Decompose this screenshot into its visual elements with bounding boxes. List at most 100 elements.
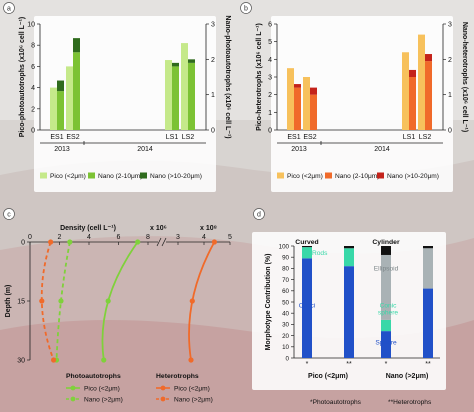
inline-label-conic: Conic: [380, 303, 398, 310]
morphotype-segment: [423, 288, 433, 358]
y-tick-label: 90: [282, 255, 289, 262]
y2-axis-label: Nano-photoautotrophs (x10⁶ cell L⁻¹): [224, 15, 231, 138]
year-label: 2013: [54, 146, 70, 153]
right-tick-label: 1: [448, 92, 452, 99]
left-tick-label: 1: [268, 110, 272, 117]
panel-d-label-circle: [253, 208, 265, 220]
legend-label: Pico (<2μm): [84, 386, 120, 393]
legend-swatch: [40, 172, 47, 179]
depth-axis-label: Depth (m): [5, 285, 12, 318]
left-tick-label: 5: [268, 39, 272, 46]
depth-tick-label: 15: [17, 299, 25, 306]
morphotype-segment: [381, 246, 391, 255]
nano-bar-segment: [73, 38, 80, 53]
y-axis-label: Pico-heterotrophs (x10⁶ cell L⁻¹): [256, 23, 263, 131]
bar-marker: *: [385, 361, 388, 368]
depth-tick-label: 30: [17, 358, 25, 365]
nano-bar-segment: [172, 66, 179, 130]
nano-bar-segment: [409, 77, 416, 130]
morphotype-segment: [302, 247, 312, 259]
axis-break: [156, 237, 162, 247]
y2-axis-label: Nano-heterotrophs (x10⁶ cell L⁻¹): [461, 22, 468, 132]
nano-bar-segment: [310, 87, 317, 95]
legend-label: Nano (>2μm): [84, 397, 123, 404]
nano-bar-segment: [425, 61, 432, 130]
left-tick-label: 6: [31, 64, 35, 71]
top-tick-label: 4: [87, 234, 91, 241]
panel-d-morphotype-stacked-bars: d 0 10 20 30 40 50 60 70 80 90 100 Morphotype Contri…: [252, 208, 446, 406]
pico-bar: [181, 43, 188, 130]
panel-a-label: a: [7, 6, 11, 13]
legend-label: Nano (2-10μm): [335, 173, 379, 180]
morphotype-segment: [381, 254, 391, 320]
category-label: ES2: [66, 134, 79, 141]
right-tick-label: 0: [211, 128, 215, 135]
top-tick-label: 2: [58, 234, 62, 241]
category-label: ES2: [303, 134, 316, 141]
legend-label: Nano (2-10μm): [98, 173, 142, 180]
panel-b-label: b: [244, 6, 248, 13]
x-axis-label: Density (cell L⁻¹): [60, 225, 116, 232]
panel-a-label-circle: [3, 2, 15, 14]
left-tick-label: 8: [31, 43, 35, 50]
pico-bar: [165, 60, 172, 130]
year-label: 2013: [291, 146, 307, 153]
legend-point: [160, 396, 166, 402]
left-tick-label: 10: [27, 22, 35, 29]
nano-bar-segment: [57, 91, 64, 130]
morphotype-segment: [344, 248, 354, 267]
left-tick-label: 0: [268, 128, 272, 135]
y-tick-label: 10: [282, 344, 289, 351]
year-label: 2014: [374, 146, 390, 153]
panel-c-label-circle: [3, 208, 15, 220]
legend-swatch: [277, 172, 284, 179]
axis-break: [161, 237, 167, 247]
inline-label-cocci: Cocci: [299, 303, 316, 310]
profile-point: [67, 239, 73, 245]
morphotype-segment: [344, 246, 354, 249]
legend-label: Pico (<2μm): [287, 173, 323, 180]
panel-b-plot: b 0 1 2 3 4 5 6 0 1 2 3 Pico-heterotrophs (x10⁶ cell…: [240, 2, 468, 180]
y-axis-label: Pico-photoautotrophs (x10⁶ cell L⁻¹): [19, 17, 26, 137]
category-label: ES1: [50, 134, 63, 141]
pico-bar: [66, 66, 73, 130]
profile-point: [211, 239, 217, 245]
panel-d-label: d: [257, 212, 261, 219]
y-tick-label: 100: [279, 243, 290, 250]
bar-marker: *: [306, 361, 309, 368]
profile-point: [188, 357, 194, 363]
morphotype-segment: [302, 258, 312, 358]
profile-point: [58, 298, 64, 304]
legend-title-het: Heterotrophs: [156, 373, 199, 380]
y-tick-label: 30: [282, 322, 289, 329]
morphotype-segment: [423, 246, 433, 249]
category-label: LS1: [403, 134, 416, 141]
inline-label-curved: Curved: [295, 239, 318, 246]
morphotype-segment: [344, 266, 354, 358]
left-tick-label: 2: [31, 106, 35, 113]
inline-label-cylinder: Cylinder: [372, 239, 400, 246]
profile-point: [48, 239, 54, 245]
top-tick-label: 3: [176, 234, 180, 241]
bar-marker: **: [346, 361, 352, 368]
pico-bar: [50, 87, 57, 130]
y-axis-label: Morphotype Contribution (%): [265, 254, 272, 351]
y-tick-label: 70: [282, 277, 289, 284]
morphotype-segment: [302, 246, 312, 248]
x-multiplier-left: x 10⁶: [150, 225, 167, 232]
legend-label: Nano (>10-20μm): [387, 173, 439, 180]
left-tick-label: 4: [31, 85, 35, 92]
legend-label: Pico (<2μm): [174, 386, 210, 393]
left-tick-label: 6: [268, 22, 272, 29]
category-label: LS2: [419, 134, 432, 141]
legend-swatch: [88, 172, 95, 179]
legend-label: Nano (>10-20μm): [150, 173, 202, 180]
inline-label-sphere: Sphere: [375, 340, 397, 347]
nano-bar-segment: [57, 80, 64, 92]
legend-swatch: [140, 172, 147, 179]
legend-label: Pico (<2μm): [50, 173, 86, 180]
right-tick-label: 1: [211, 92, 215, 99]
inline-label-ellipsoid: Ellipsoid: [374, 266, 399, 273]
legend-title-photo: Photoautotrophs: [66, 373, 121, 380]
legend-swatch: [325, 172, 332, 179]
